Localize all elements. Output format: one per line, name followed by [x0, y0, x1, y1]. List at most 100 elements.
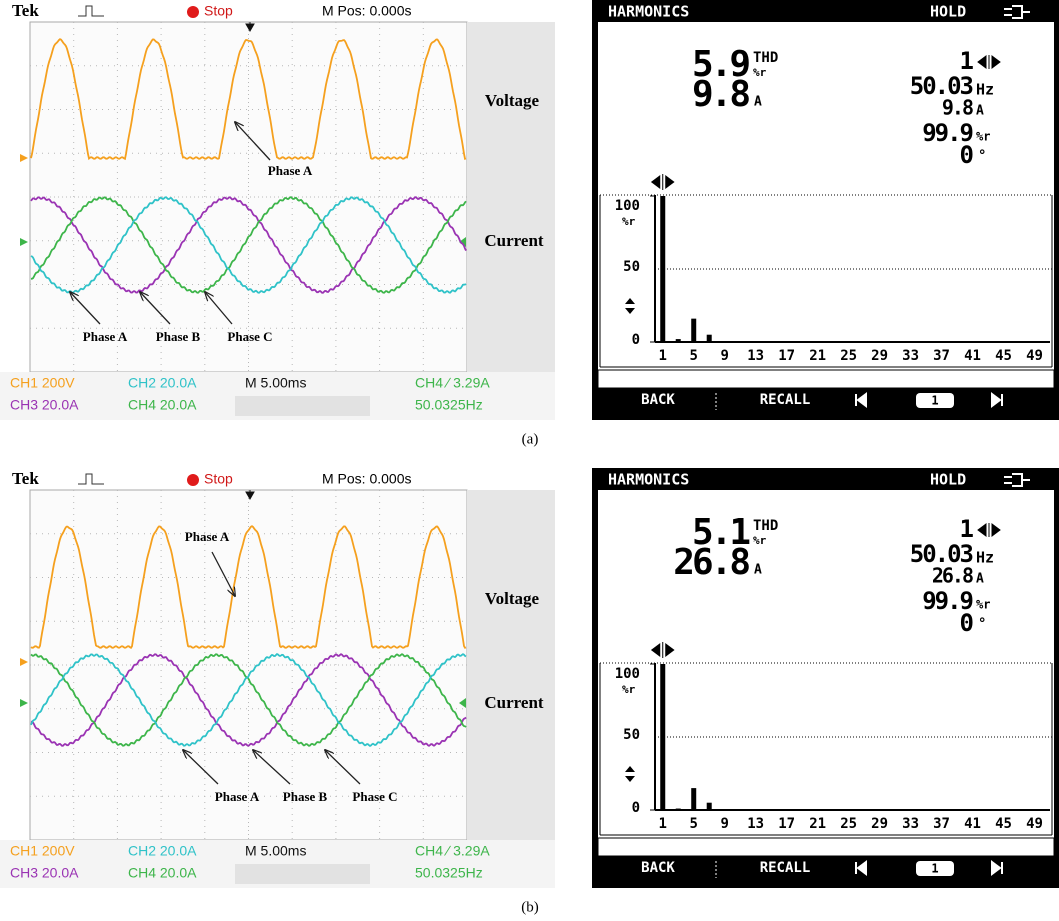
thd-unit: %r: [753, 534, 767, 547]
current-label: Current: [484, 231, 544, 250]
current-value: 9.8: [692, 74, 749, 115]
y-unit: %r: [622, 683, 636, 696]
analyzer-title: HARMONICS: [608, 471, 689, 489]
order-value: 1: [960, 47, 974, 75]
annotation: Phase C: [227, 329, 272, 344]
menu-back: BACK: [641, 392, 675, 408]
x-tick-label: 33: [902, 816, 919, 832]
current-label: Current: [484, 693, 544, 712]
analyzer-mode: HOLD: [930, 3, 966, 21]
scope-position: M Pos: 0.000s: [322, 3, 412, 19]
caption: (a): [522, 431, 539, 447]
side-panel: [467, 490, 555, 840]
order-current: 9.8: [942, 96, 973, 120]
analyzer: HARMONICSHOLD5.1THD%r26.8A150.03Hz26.8A9…: [592, 468, 1059, 888]
order-value: 1: [960, 515, 974, 543]
bar: [691, 788, 696, 810]
x-tick-label: 25: [840, 816, 857, 832]
menu-page: 1: [931, 862, 938, 876]
current-value: 26.8: [673, 542, 749, 583]
bar: [707, 803, 712, 810]
x-tick-label: 37: [933, 816, 950, 832]
channel-readout: CH3 20.0A: [10, 865, 79, 881]
stop-dot: [187, 474, 199, 486]
channel-readout: 50.0325Hz: [415, 865, 483, 881]
scope-status: Stop: [204, 471, 233, 487]
channel-readout: CH2 20.0A: [128, 843, 197, 859]
thd-unit: %r: [753, 66, 767, 79]
channel-readout: CH3 20.0A: [10, 397, 79, 413]
x-tick-label: 1: [659, 816, 667, 832]
channel-readout: CH1 200V: [10, 843, 75, 859]
current-unit: A: [754, 563, 762, 578]
voltage-label: Voltage: [485, 91, 540, 110]
display: [598, 22, 1054, 370]
x-tick-label: 49: [1026, 348, 1043, 364]
x-tick-label: 41: [964, 348, 981, 364]
thd-label: THD: [753, 518, 778, 534]
annotation: Phase C: [352, 789, 397, 804]
frequency-unit: Hz: [976, 81, 994, 99]
bar: [660, 664, 665, 810]
x-tick-label: 5: [690, 816, 698, 832]
bar: [676, 809, 681, 810]
order-percent-unit: %r: [976, 130, 990, 144]
x-tick-label: 17: [778, 348, 795, 364]
thd-label: THD: [753, 50, 778, 66]
x-tick-label: 25: [840, 348, 857, 364]
x-tick-label: 29: [871, 816, 888, 832]
y-tick-label: 0: [632, 800, 640, 816]
channel-readout: 50.0325Hz: [415, 397, 483, 413]
annotation: Phase A: [268, 163, 313, 178]
phase-value: 0: [960, 141, 974, 169]
panel: Tek Stop M Pos: 0.000s Voltage Current Phase …: [0, 0, 1059, 420]
channel-readout: CH4 20.0A: [128, 865, 197, 881]
annotation: Phase A: [185, 529, 230, 544]
readout-strip: [235, 396, 370, 416]
order-current: 26.8: [932, 564, 973, 588]
y-tick-label: 50: [623, 259, 640, 275]
x-tick-label: 45: [995, 816, 1012, 832]
annotation: Phase B: [283, 789, 328, 804]
x-tick-label: 29: [871, 348, 888, 364]
channel-readout: CH4 ∕ 3.29A: [415, 375, 490, 391]
x-tick-label: 9: [720, 348, 728, 364]
analyzer-mode: HOLD: [930, 471, 966, 489]
menu-page: 1: [931, 394, 938, 408]
status-strip: [598, 370, 1054, 388]
bar: [676, 339, 681, 342]
order-current-unit: A: [976, 104, 984, 119]
scope-status: Stop: [204, 3, 233, 19]
x-tick-label: 17: [778, 816, 795, 832]
scope-brand: Tek: [12, 469, 39, 488]
channel-readout: M 5.00ms: [245, 375, 306, 391]
display: [598, 490, 1054, 838]
caption: (b): [521, 899, 539, 915]
x-tick-label: 21: [809, 348, 826, 364]
order-current-unit: A: [976, 572, 984, 587]
y-tick-label: 50: [623, 727, 640, 743]
figure: Tek Stop M Pos: 0.000s Voltage Current Phase …: [0, 0, 1059, 921]
y-tick-label: 100: [615, 198, 640, 214]
analyzer-title: HARMONICS: [608, 3, 689, 21]
x-tick-label: 13: [747, 348, 764, 364]
x-tick-label: 45: [995, 348, 1012, 364]
scope-position: M Pos: 0.000s: [322, 471, 412, 487]
channel-readout: CH2 20.0A: [128, 375, 197, 391]
channel-readout: CH4 20.0A: [128, 397, 197, 413]
phase-unit: °: [978, 616, 986, 632]
channel-readout: CH4 ∕ 3.29A: [415, 843, 490, 859]
phase-value: 0: [960, 609, 974, 637]
annotation: Phase B: [156, 329, 201, 344]
annotation: Phase A: [83, 329, 128, 344]
channel-readout: CH1 200V: [10, 375, 75, 391]
bar: [691, 319, 696, 342]
x-tick-label: 41: [964, 816, 981, 832]
x-tick-label: 37: [933, 348, 950, 364]
scope-brand: Tek: [12, 1, 39, 20]
menu-recall: RECALL: [760, 860, 811, 876]
annotation: Phase A: [215, 789, 260, 804]
phase-unit: °: [978, 148, 986, 164]
side-panel: [467, 22, 555, 372]
